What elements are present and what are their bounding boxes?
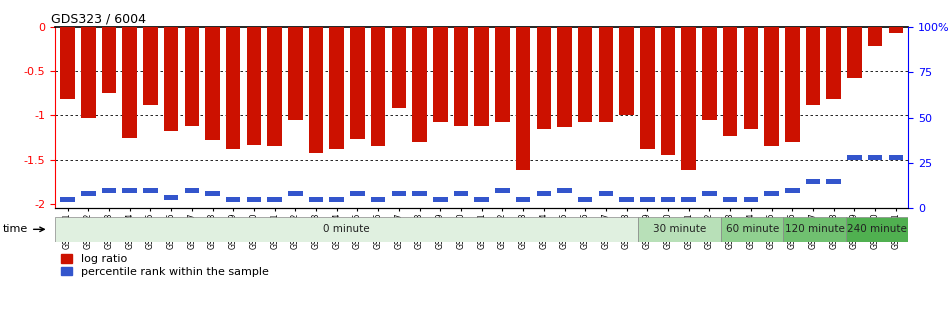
Bar (765, 192, 779, 196)
Bar (454, 27, 468, 126)
Bar (599, 27, 613, 122)
Bar (413, 27, 427, 142)
Bar (288, 27, 302, 120)
Bar (413, 192, 427, 196)
Text: 30 minute: 30 minute (652, 224, 706, 234)
Bar (721, 217, 784, 242)
Bar (350, 192, 364, 196)
Bar (267, 27, 281, 146)
Bar (682, 27, 696, 170)
Bar (515, 27, 531, 170)
Bar (619, 27, 634, 115)
Bar (205, 192, 220, 196)
Bar (55, 217, 638, 242)
Text: time: time (3, 224, 44, 234)
Bar (888, 27, 903, 33)
Bar (495, 188, 510, 193)
Bar (246, 27, 262, 144)
Bar (536, 192, 551, 196)
Bar (123, 188, 137, 193)
Bar (765, 27, 779, 146)
Bar (785, 188, 800, 193)
Bar (785, 27, 800, 142)
Bar (102, 27, 116, 93)
Bar (805, 27, 820, 105)
Bar (682, 197, 696, 202)
Text: 60 minute: 60 minute (726, 224, 779, 234)
Bar (826, 179, 841, 183)
Bar (557, 188, 572, 193)
Bar (60, 197, 75, 202)
Bar (81, 27, 95, 118)
Bar (826, 27, 841, 99)
Bar (702, 27, 717, 120)
Bar (619, 197, 634, 202)
Bar (329, 27, 344, 149)
Bar (184, 188, 199, 193)
Bar (309, 197, 323, 202)
Bar (702, 192, 717, 196)
Bar (144, 188, 158, 193)
Bar (847, 27, 862, 78)
Text: 120 minute: 120 minute (785, 224, 844, 234)
Bar (640, 197, 654, 202)
Bar (164, 195, 179, 200)
Bar (723, 197, 737, 202)
Bar (805, 179, 820, 183)
Bar (433, 197, 448, 202)
Bar (350, 27, 364, 139)
Bar (288, 192, 302, 196)
Bar (661, 27, 675, 155)
Bar (392, 27, 406, 108)
Bar (888, 155, 903, 160)
Bar (868, 27, 883, 46)
Bar (123, 27, 137, 137)
Bar (784, 217, 845, 242)
Bar (329, 197, 344, 202)
Bar (868, 155, 883, 160)
Legend: log ratio, percentile rank within the sample: log ratio, percentile rank within the sa… (61, 254, 268, 277)
Bar (599, 192, 613, 196)
Bar (515, 197, 531, 202)
Bar (578, 197, 592, 202)
Text: 240 minute: 240 minute (847, 224, 907, 234)
Bar (661, 197, 675, 202)
Bar (557, 27, 572, 127)
Text: 0 minute: 0 minute (323, 224, 370, 234)
Bar (81, 192, 95, 196)
Bar (578, 27, 592, 122)
Bar (246, 197, 262, 202)
Bar (144, 27, 158, 105)
Bar (102, 188, 116, 193)
Bar (226, 197, 241, 202)
Bar (640, 27, 654, 149)
Bar (164, 27, 179, 131)
Bar (475, 27, 489, 126)
Bar (536, 27, 551, 129)
Bar (454, 192, 468, 196)
Bar (371, 27, 385, 146)
Bar (392, 192, 406, 196)
Bar (638, 217, 721, 242)
Bar (723, 27, 737, 136)
Bar (475, 197, 489, 202)
Bar (184, 27, 199, 126)
Bar (371, 197, 385, 202)
Text: GDS323 / 6004: GDS323 / 6004 (51, 13, 146, 26)
Bar (226, 27, 241, 149)
Bar (60, 27, 75, 99)
Bar (205, 27, 220, 140)
Bar (267, 197, 281, 202)
Bar (847, 155, 862, 160)
Bar (744, 197, 758, 202)
Bar (309, 27, 323, 153)
Bar (744, 27, 758, 129)
Bar (495, 27, 510, 122)
Bar (433, 27, 448, 122)
Bar (845, 217, 908, 242)
